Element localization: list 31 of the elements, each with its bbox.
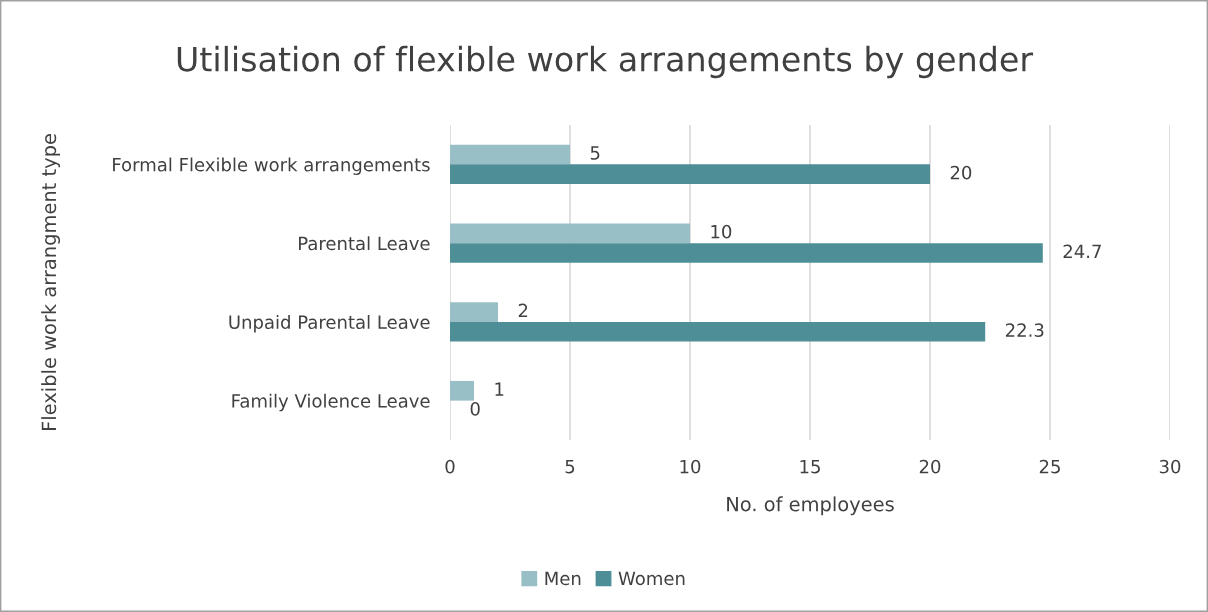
data-label: 0	[470, 402, 480, 416]
data-label: 2	[518, 303, 528, 318]
x-tick-label: 0	[445, 459, 455, 474]
bar	[450, 321, 986, 342]
bar	[450, 164, 930, 185]
bar	[450, 302, 498, 322]
data-label: 22.3	[1005, 323, 1044, 337]
data-label: 1	[495, 382, 504, 396]
y-tick-label: Parental Leave	[299, 236, 430, 251]
x-tick-label: 5	[565, 460, 575, 474]
bar	[450, 380, 474, 401]
legend-label: Women	[618, 571, 685, 586]
y-tick-label: Family Violence Leave	[232, 393, 430, 412]
x-tick-label: 25	[1039, 459, 1060, 474]
data-label: 5	[590, 146, 600, 160]
bar	[450, 223, 690, 244]
x-tick-label: 30	[1159, 459, 1181, 474]
x-axis-title: No. of employees	[727, 496, 894, 516]
data-label: 10	[711, 224, 732, 239]
chart-title: Utilisation of flexible work arrangements by gender	[177, 45, 1034, 79]
legend-label: Men	[545, 571, 581, 586]
y-tick-label: Unpaid Parental Leave	[229, 315, 430, 333]
bar	[450, 243, 1043, 263]
y-axis-title: Flexible work arrangment type	[41, 134, 60, 431]
bar	[450, 144, 570, 165]
y-tick-label: Formal Flexible work arrangements	[113, 157, 430, 175]
x-tick-label: 20	[919, 459, 941, 474]
data-label: 20	[950, 165, 972, 180]
x-tick-label: 10	[680, 459, 701, 474]
data-label: 24.7	[1063, 244, 1101, 258]
x-tick-label: 15	[800, 460, 820, 474]
